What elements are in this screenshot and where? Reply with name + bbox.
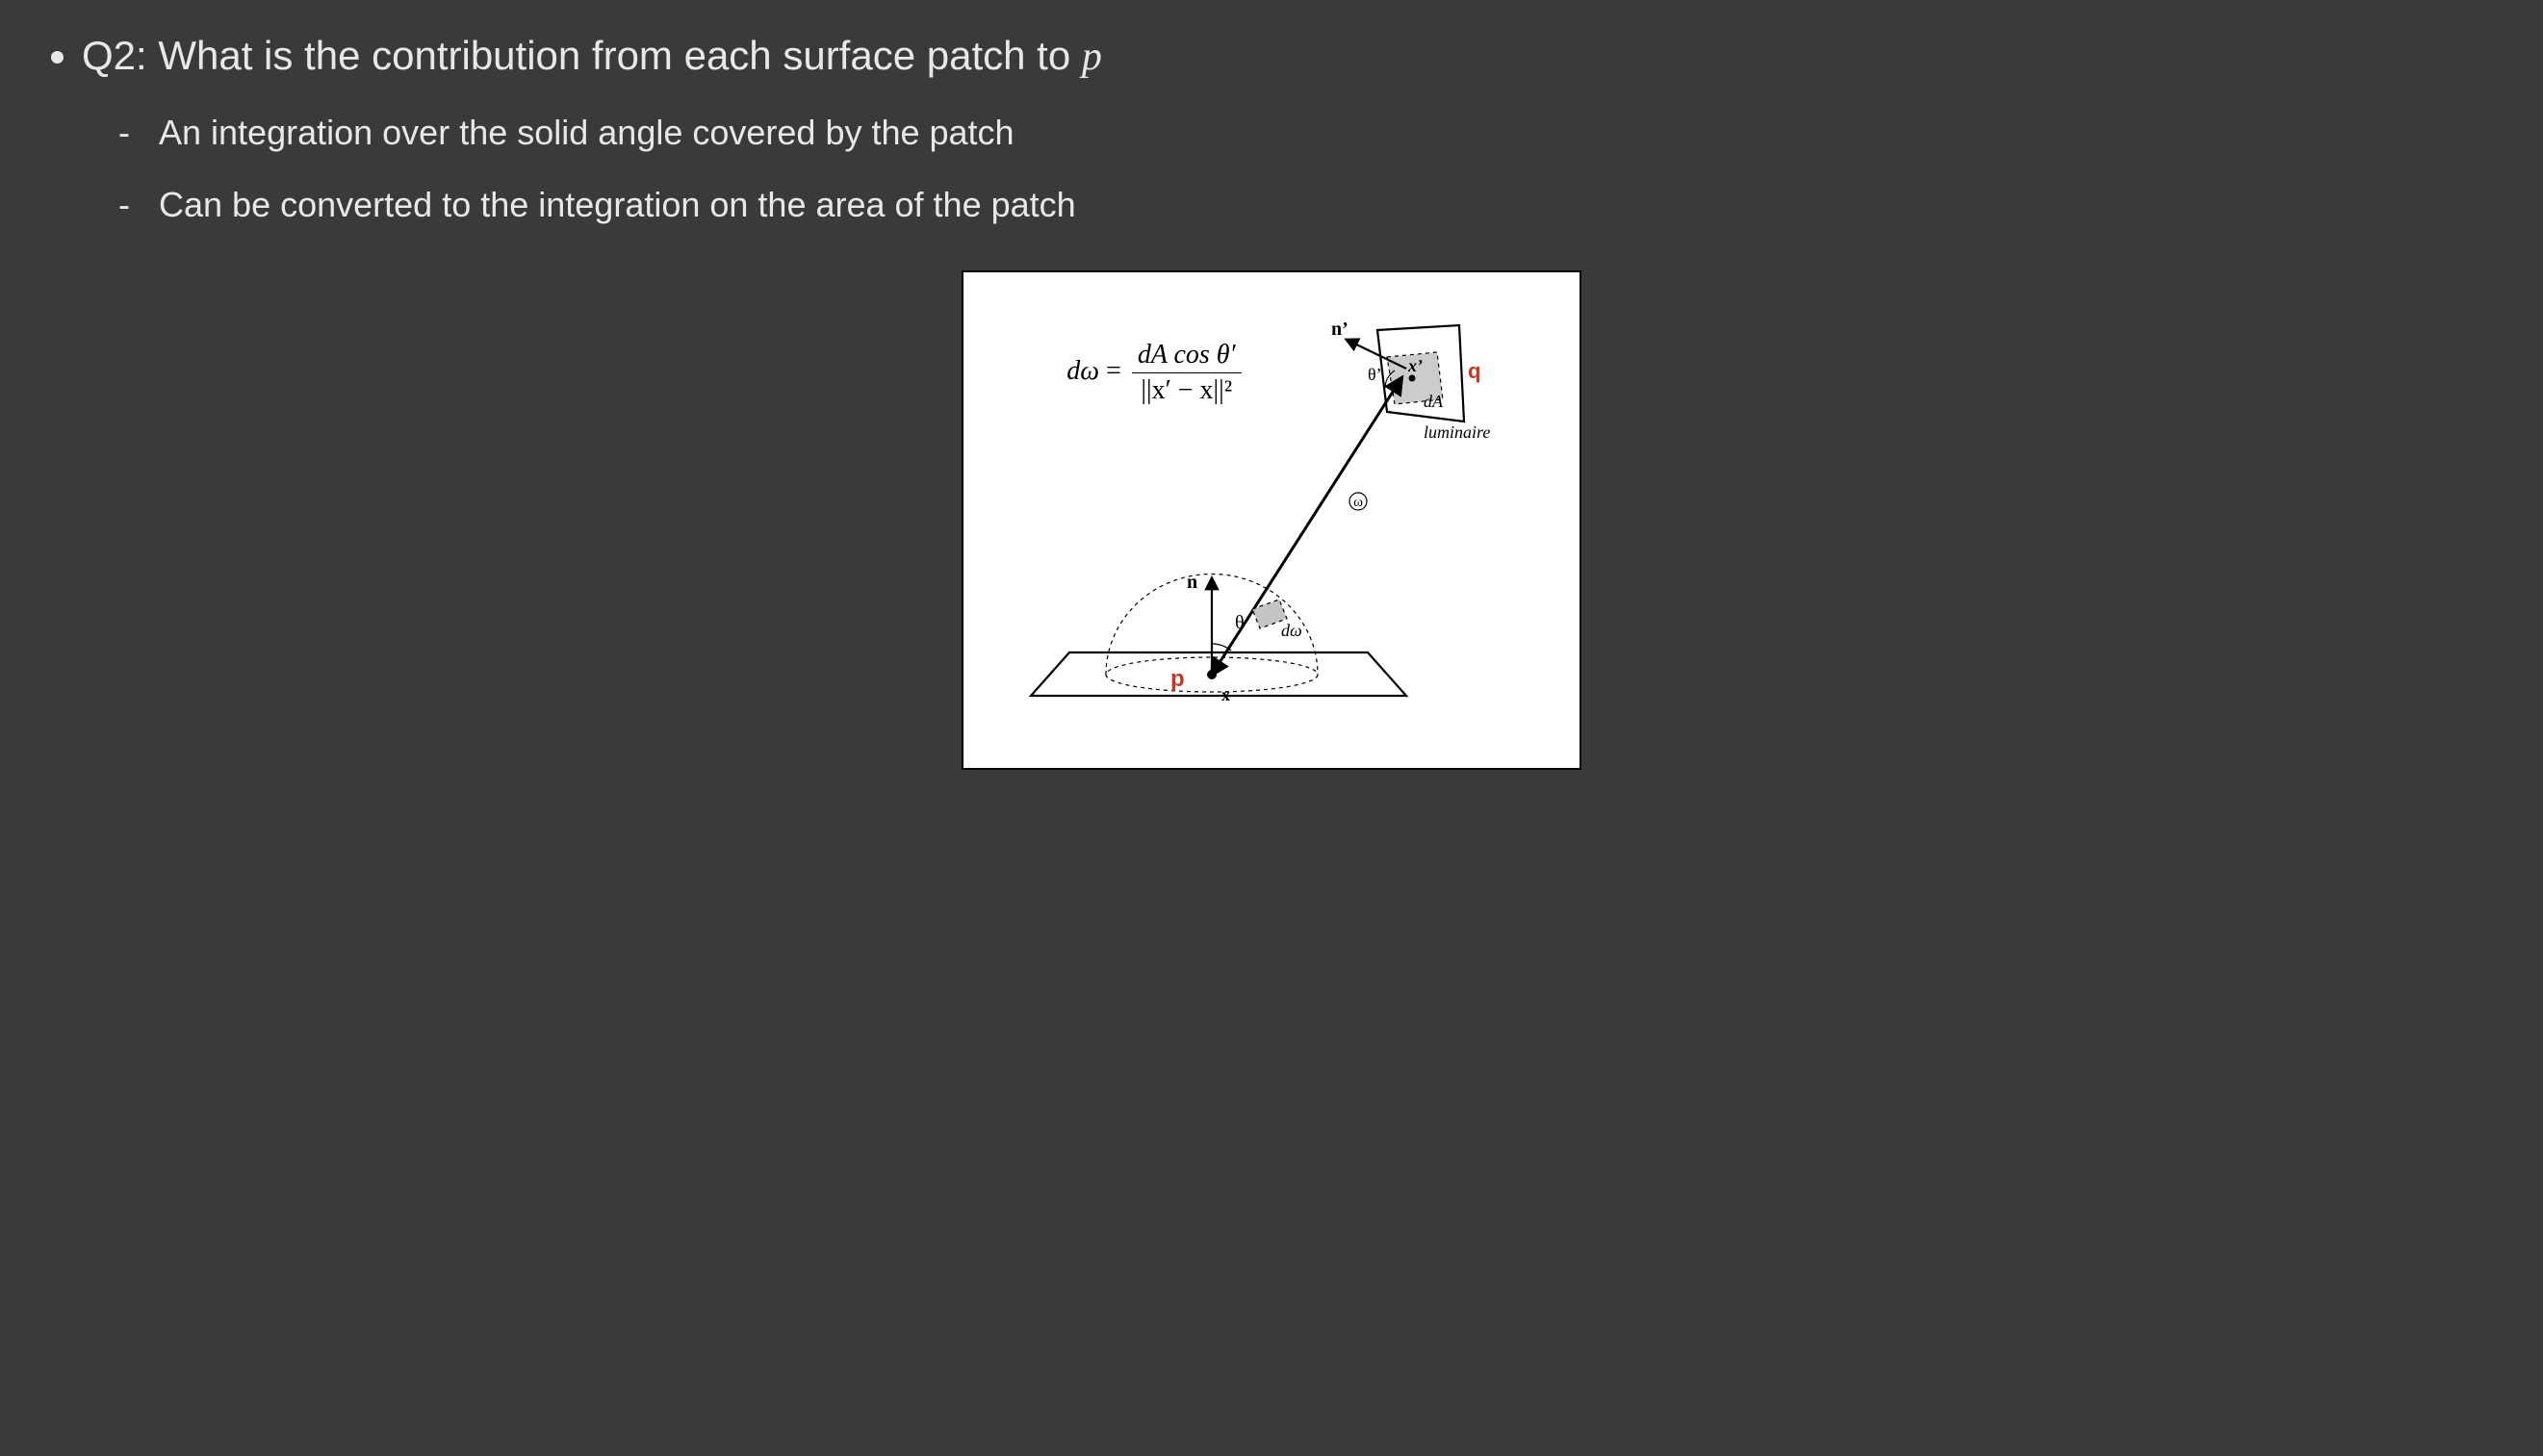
svg-text:luminaire: luminaire [1424,422,1490,442]
svg-text:n’: n’ [1331,319,1349,340]
q2-text: Q2: What is the contribution from each s… [82,33,1082,78]
svg-text:x: x [1221,685,1230,704]
slide: Q2: What is the contribution from each s… [0,0,2543,808]
svg-text:q: q [1468,359,1480,383]
sub-bullet-2: Can be converted to the integration on t… [118,178,2504,232]
sub-bullet-1: An integration over the solid angle cove… [118,106,2504,160]
q2-var-p: p [1082,35,1102,79]
svg-text:p: p [1170,666,1185,692]
svg-text:ω: ω [1353,495,1363,510]
svg-text:dω: dω [1281,621,1302,640]
bullet-list: Q2: What is the contribution from each s… [39,29,2504,232]
svg-text:θ: θ [1235,612,1245,633]
svg-text:θ’: θ’ [1368,365,1382,384]
svg-text:n: n [1187,572,1197,593]
sub-bullet-list: An integration over the solid angle cove… [82,106,2504,233]
figure: dω = dA cos θ′||x′ − x||²n’θ’x’qdAlumina… [962,270,1581,770]
svg-text:dA: dA [1424,392,1444,411]
bullet-q2: Q2: What is the contribution from each s… [82,29,2504,232]
solid-angle-diagram: dω = dA cos θ′||x′ − x||²n’θ’x’qdAlumina… [963,272,1580,763]
svg-text:x’: x’ [1407,356,1423,375]
figure-container: dω = dA cos θ′||x′ − x||²n’θ’x’qdAlumina… [39,270,2504,770]
